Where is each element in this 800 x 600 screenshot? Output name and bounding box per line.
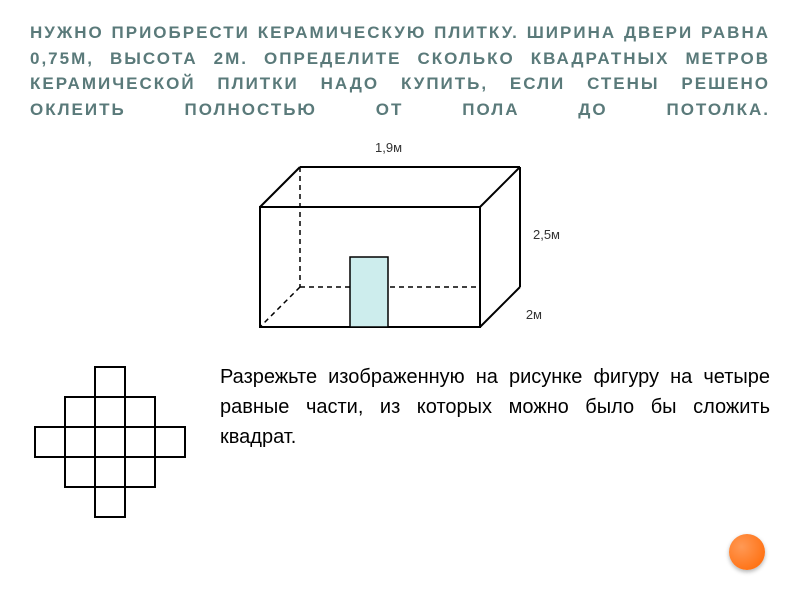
depth-label: 1,9м bbox=[375, 140, 402, 155]
task2-text: Разрежьте изображенную на рисунке фигуру… bbox=[220, 362, 770, 452]
width-label: 2м bbox=[526, 307, 542, 322]
height-label: 2,5м bbox=[533, 227, 560, 242]
next-button[interactable] bbox=[729, 534, 765, 570]
room-diagram: 1,9м 2,5м 2м bbox=[250, 142, 550, 342]
cross-figure bbox=[30, 362, 190, 522]
problem-title: НУЖНО ПРИОБРЕСТИ КЕРАМИЧЕСКУЮ ПЛИТКУ. ШИ… bbox=[30, 20, 770, 122]
